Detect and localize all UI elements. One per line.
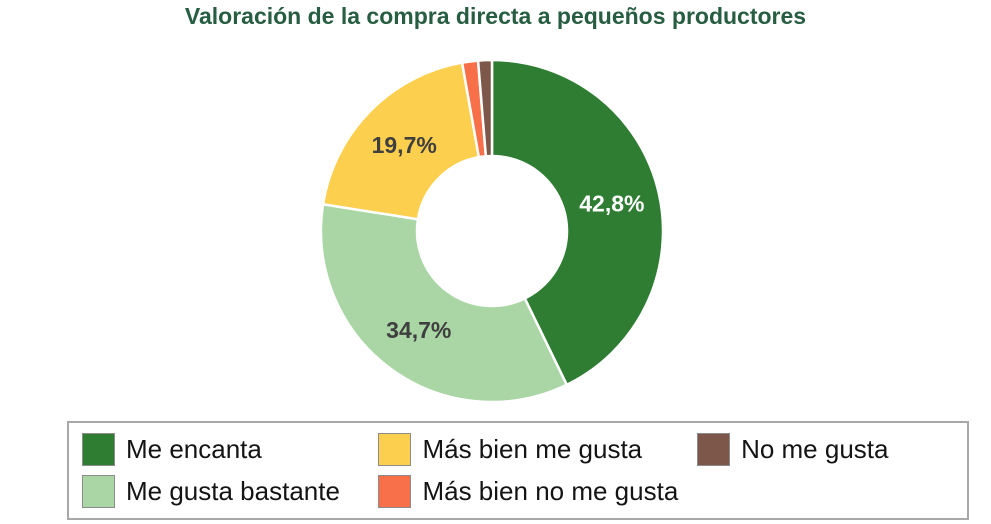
donut-slice-me-gusta-bastante — [319, 203, 568, 404]
legend-label-mas-bien-no-me-gusta: Más bien no me gusta — [422, 476, 679, 507]
donut-slice-no-me-gusta — [476, 58, 494, 158]
legend-label-me-encanta: Me encanta — [126, 433, 262, 464]
donut-slice-mas-bien-me-gusta — [321, 61, 481, 221]
donut-slice-me-encanta — [490, 58, 665, 387]
legend-swatch-no-me-gusta — [697, 432, 731, 466]
slice-value-label-me-gusta-bastante: 34,7% — [386, 317, 451, 343]
legend-item-no-me-gusta: No me gusta — [697, 432, 967, 466]
donut-chart: 42,8% 34,7% 19,7% — [319, 58, 665, 404]
legend-item-mas-bien-me-gusta: Más bien me gusta — [378, 432, 697, 466]
legend-label-mas-bien-me-gusta: Más bien me gusta — [422, 433, 643, 464]
legend-item-mas-bien-no-me-gusta: Más bien no me gusta — [378, 475, 697, 509]
slice-value-label-me-encanta: 42,8% — [579, 190, 644, 216]
slice-value-label-mas-bien-me-gusta: 19,7% — [372, 132, 437, 158]
legend-swatch-mas-bien-no-me-gusta — [378, 475, 412, 509]
legend-label-me-gusta-bastante: Me gusta bastante — [126, 476, 340, 507]
chart-legend: Me encanta Me gusta bastante Más bien me g… — [67, 421, 969, 520]
legend-swatch-me-gusta-bastante — [82, 475, 115, 509]
legend-label-no-me-gusta: No me gusta — [741, 433, 889, 464]
legend-item-me-gusta-bastante: Me gusta bastante — [82, 475, 378, 509]
legend-item-me-encanta: Me encanta — [82, 432, 378, 466]
legend-swatch-me-encanta — [82, 432, 115, 466]
chart-title: Valoración de la compra directa a pequeñ… — [184, 3, 807, 29]
legend-swatch-mas-bien-me-gusta — [378, 432, 412, 466]
